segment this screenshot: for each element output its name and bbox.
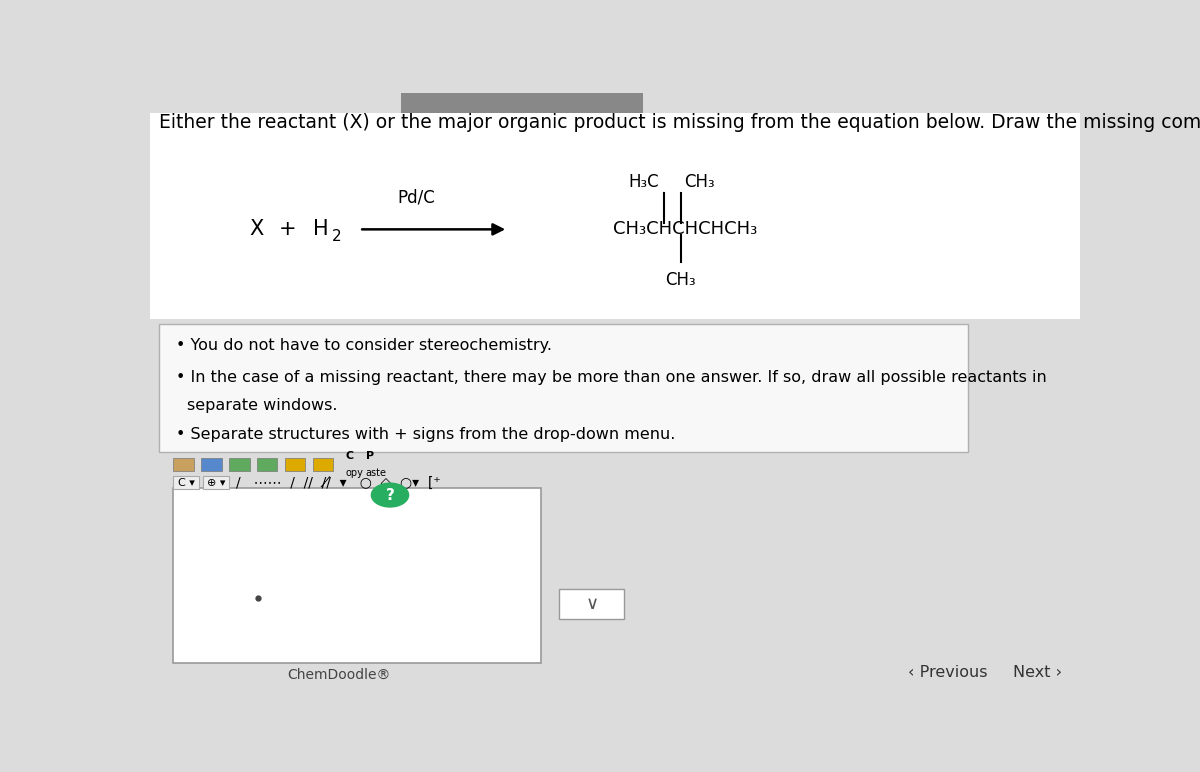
Bar [203, 476, 229, 489]
Text: ⊕ ▾: ⊕ ▾ [206, 478, 226, 488]
Bar [160, 324, 968, 452]
Text: • You do not have to consider stereochemistry.: • You do not have to consider stereochem… [176, 337, 552, 353]
Text: H: H [313, 219, 329, 239]
Bar [173, 458, 193, 471]
Text: ChemDoodle®: ChemDoodle® [287, 668, 390, 682]
Text: P: P [366, 451, 374, 461]
Text: X: X [250, 219, 264, 239]
Text: ‹ Previous: ‹ Previous [908, 665, 988, 679]
Text: C ▾: C ▾ [178, 478, 194, 488]
Text: +: + [278, 219, 296, 239]
Text: CH₃: CH₃ [684, 173, 715, 191]
Text: ∨: ∨ [586, 595, 599, 613]
Bar [559, 589, 624, 618]
Bar [202, 458, 222, 471]
Text: Either the reactant (X) or the major organic product is missing from the equatio: Either the reactant (X) or the major org… [160, 113, 1200, 133]
Text: aste: aste [366, 468, 386, 478]
Bar [313, 458, 334, 471]
Text: separate windows.: separate windows. [187, 398, 337, 413]
Text: • In the case of a missing reactant, there may be more than one answer. If so, d: • In the case of a missing reactant, the… [176, 371, 1046, 385]
Circle shape [371, 483, 408, 507]
Bar [284, 458, 305, 471]
Text: CH₃CHCHCHCH₃: CH₃CHCHCHCH₃ [613, 220, 757, 239]
Text: CH₃: CH₃ [665, 271, 696, 289]
Text: ?: ? [385, 488, 395, 503]
Text: H₃C: H₃C [629, 173, 659, 191]
Bar [257, 458, 277, 471]
Text: Next ›: Next › [1013, 665, 1062, 679]
Text: • Separate structures with + signs from the drop-down menu.: • Separate structures with + signs from … [176, 428, 676, 442]
Text: Pd/C: Pd/C [397, 189, 434, 207]
Text: opy: opy [346, 468, 364, 478]
Bar [173, 476, 199, 489]
Bar [401, 93, 643, 113]
Text: /   ⋯⋯  /  //  //̸  ▾   ○  ◇  ○▾  [⁺: / ⋯⋯ / // //̸ ▾ ○ ◇ ○▾ [⁺ [236, 476, 442, 489]
Bar [173, 488, 541, 663]
Bar [150, 113, 1080, 319]
Text: 2: 2 [332, 229, 342, 244]
Text: C: C [346, 451, 354, 461]
Bar [229, 458, 250, 471]
